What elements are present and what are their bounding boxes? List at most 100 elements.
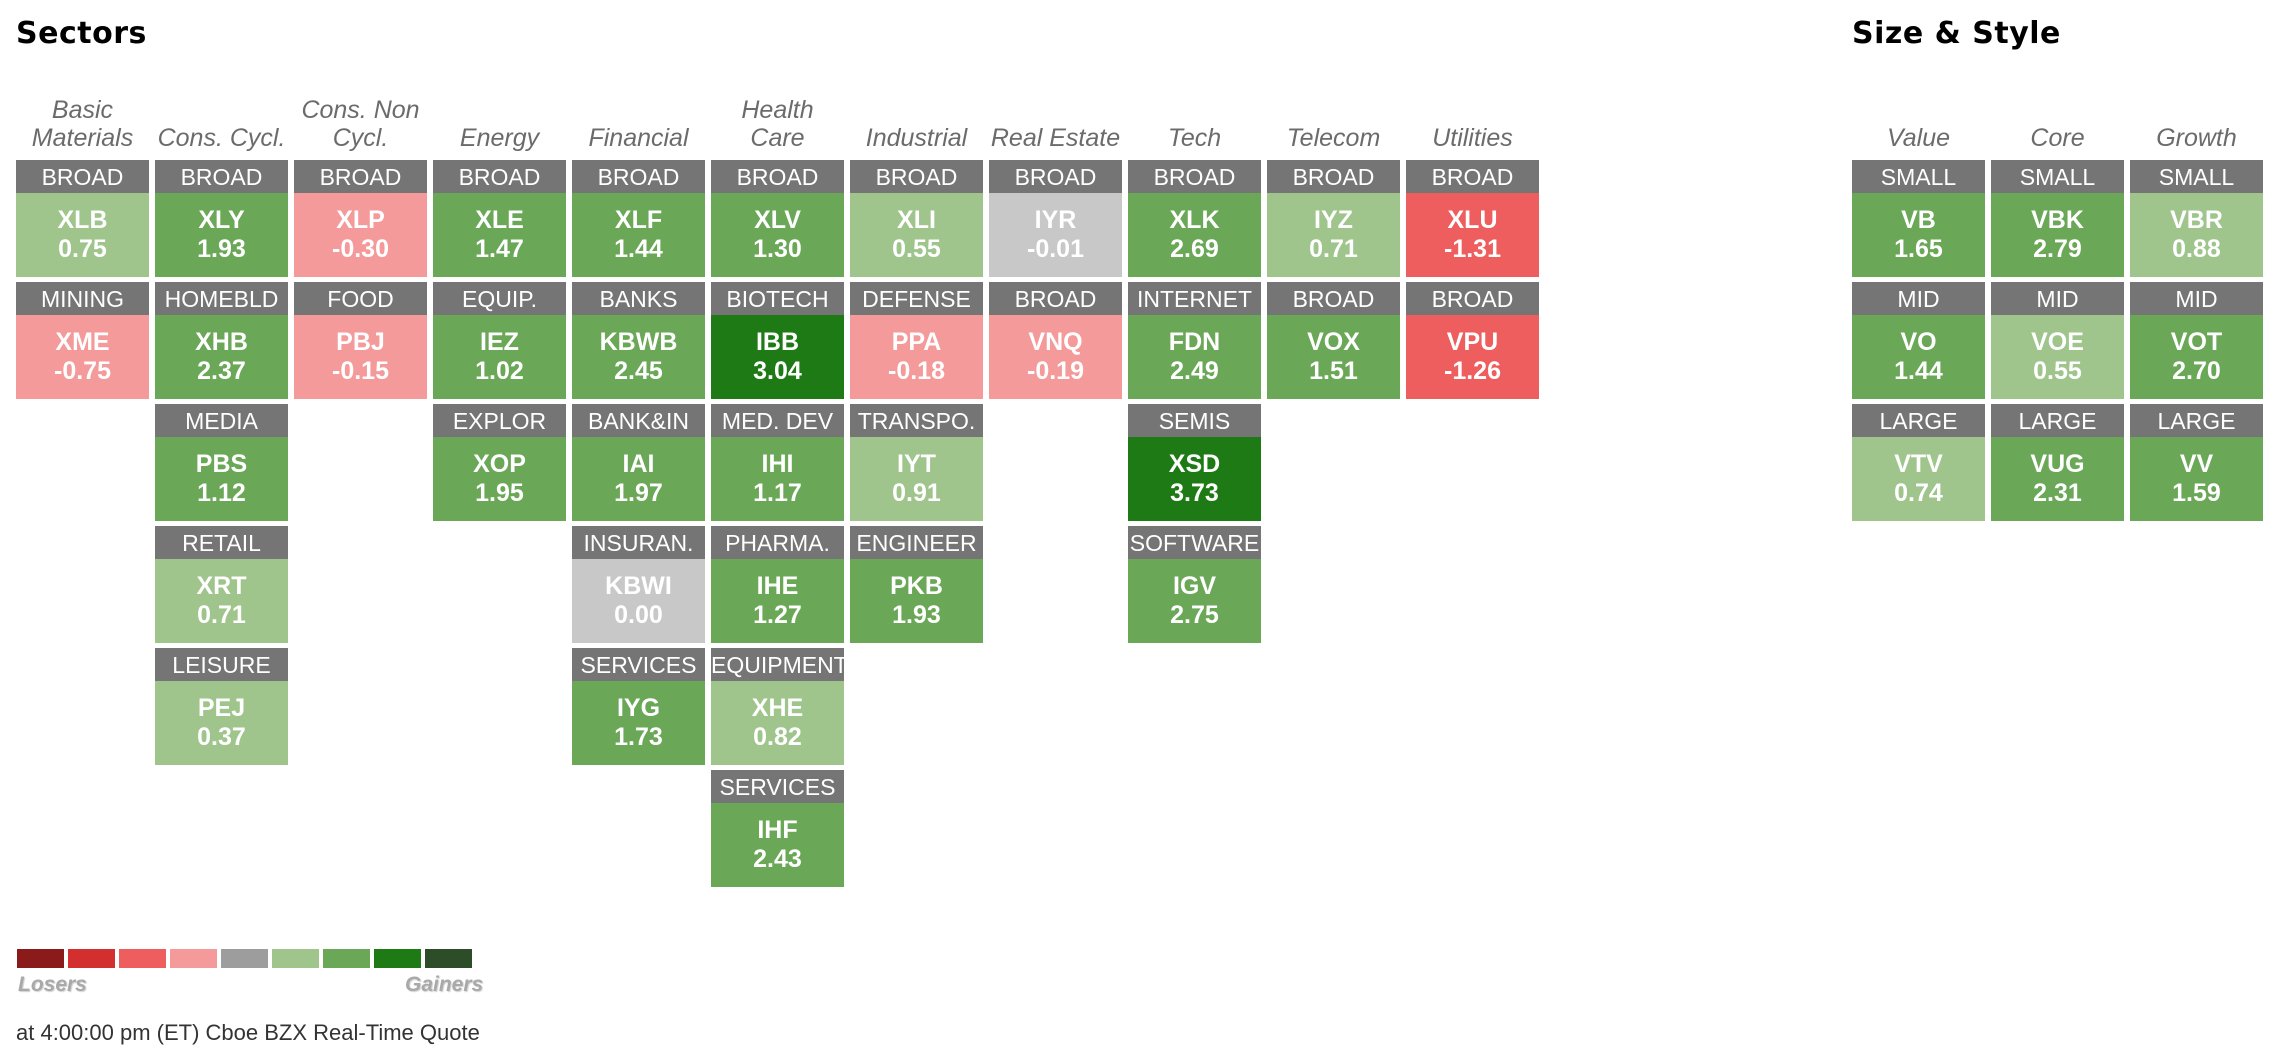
etf-tile-iai[interactable]: BANK&IN IAI 1.97 <box>572 404 705 523</box>
etf-tile-xle[interactable]: BROAD XLE 1.47 <box>433 160 566 279</box>
tile-quote[interactable]: XLP -0.30 <box>294 193 427 277</box>
tile-quote[interactable]: IYG 1.73 <box>572 681 705 765</box>
tile-quote[interactable]: XLI 0.55 <box>850 193 983 277</box>
tile-quote[interactable]: VBK 2.79 <box>1991 193 2124 277</box>
tile-quote[interactable]: IHI 1.17 <box>711 437 844 521</box>
etf-tile-vo[interactable]: MID VO 1.44 <box>1852 282 1985 401</box>
tile-quote[interactable]: XLF 1.44 <box>572 193 705 277</box>
tile-quote[interactable]: IYZ 0.71 <box>1267 193 1400 277</box>
etf-tile-xlv[interactable]: BROAD XLV 1.30 <box>711 160 844 279</box>
etf-tile-xme[interactable]: MINING XME -0.75 <box>16 282 149 401</box>
tile-quote[interactable]: PBJ -0.15 <box>294 315 427 399</box>
etf-tile-xly[interactable]: BROAD XLY 1.93 <box>155 160 288 279</box>
tile-quote[interactable]: VOE 0.55 <box>1991 315 2124 399</box>
tile-quote[interactable]: XHB 2.37 <box>155 315 288 399</box>
etf-tile-vot[interactable]: MID VOT 2.70 <box>2130 282 2263 401</box>
etf-tile-vb[interactable]: SMALL VB 1.65 <box>1852 160 1985 279</box>
tile-quote[interactable]: VUG 2.31 <box>1991 437 2124 521</box>
etf-tile-xlf[interactable]: BROAD XLF 1.44 <box>572 160 705 279</box>
tile-quote[interactable]: VPU -1.26 <box>1406 315 1539 399</box>
etf-tile-voe[interactable]: MID VOE 0.55 <box>1991 282 2124 401</box>
etf-tile-xop[interactable]: EXPLOR XOP 1.95 <box>433 404 566 523</box>
etf-tile-vnq[interactable]: BROAD VNQ -0.19 <box>989 282 1122 401</box>
tile-quote[interactable]: VV 1.59 <box>2130 437 2263 521</box>
tile-quote[interactable]: FDN 2.49 <box>1128 315 1261 399</box>
etf-tile-iyr[interactable]: BROAD IYR -0.01 <box>989 160 1122 279</box>
tile-quote[interactable]: VB 1.65 <box>1852 193 1985 277</box>
tile-quote[interactable]: VOT 2.70 <box>2130 315 2263 399</box>
etf-tile-kbwi[interactable]: INSURAN. KBWI 0.00 <box>572 526 705 645</box>
tile-quote[interactable]: VOX 1.51 <box>1267 315 1400 399</box>
etf-tile-xlk[interactable]: BROAD XLK 2.69 <box>1128 160 1261 279</box>
tile-quote[interactable]: XLY 1.93 <box>155 193 288 277</box>
tile-quote[interactable]: XSD 3.73 <box>1128 437 1261 521</box>
percent-change: 1.95 <box>475 479 524 507</box>
ticker-symbol: XLI <box>897 206 936 234</box>
tile-category-label: BROAD <box>16 160 149 193</box>
etf-tile-pkb[interactable]: ENGINEER PKB 1.93 <box>850 526 983 645</box>
tile-quote[interactable]: XLE 1.47 <box>433 193 566 277</box>
percent-change: 1.47 <box>475 235 524 263</box>
percent-change: 0.55 <box>2033 357 2082 385</box>
tile-quote[interactable]: PKB 1.93 <box>850 559 983 643</box>
tile-quote[interactable]: XLK 2.69 <box>1128 193 1261 277</box>
tile-quote[interactable]: IGV 2.75 <box>1128 559 1261 643</box>
etf-tile-pej[interactable]: LEISURE PEJ 0.37 <box>155 648 288 767</box>
tile-quote[interactable]: XLV 1.30 <box>711 193 844 277</box>
etf-tile-igv[interactable]: SOFTWARE IGV 2.75 <box>1128 526 1261 645</box>
tile-quote[interactable]: IYR -0.01 <box>989 193 1122 277</box>
tile-quote[interactable]: XHE 0.82 <box>711 681 844 765</box>
tile-quote[interactable]: VBR 0.88 <box>2130 193 2263 277</box>
tile-category-label: ENGINEER <box>850 526 983 559</box>
tile-quote[interactable]: IAI 1.97 <box>572 437 705 521</box>
etf-tile-iyz[interactable]: BROAD IYZ 0.71 <box>1267 160 1400 279</box>
etf-tile-ihe[interactable]: PHARMA. IHE 1.27 <box>711 526 844 645</box>
tile-quote[interactable]: KBWB 2.45 <box>572 315 705 399</box>
etf-tile-iez[interactable]: EQUIP. IEZ 1.02 <box>433 282 566 401</box>
etf-tile-kbwb[interactable]: BANKS KBWB 2.45 <box>572 282 705 401</box>
etf-tile-xlp[interactable]: BROAD XLP -0.30 <box>294 160 427 279</box>
etf-tile-vpu[interactable]: BROAD VPU -1.26 <box>1406 282 1539 401</box>
etf-tile-pbj[interactable]: FOOD PBJ -0.15 <box>294 282 427 401</box>
tile-quote[interactable]: VTV 0.74 <box>1852 437 1985 521</box>
tile-quote[interactable]: KBWI 0.00 <box>572 559 705 643</box>
etf-tile-ppa[interactable]: DEFENSE PPA -0.18 <box>850 282 983 401</box>
etf-tile-xsd[interactable]: SEMIS XSD 3.73 <box>1128 404 1261 523</box>
etf-tile-iyg[interactable]: SERVICES IYG 1.73 <box>572 648 705 767</box>
ticker-symbol: XHB <box>195 328 248 356</box>
etf-tile-iyt[interactable]: TRANSPO. IYT 0.91 <box>850 404 983 523</box>
etf-tile-xli[interactable]: BROAD XLI 0.55 <box>850 160 983 279</box>
tile-quote[interactable]: VO 1.44 <box>1852 315 1985 399</box>
tile-quote[interactable]: PEJ 0.37 <box>155 681 288 765</box>
tile-quote[interactable]: PBS 1.12 <box>155 437 288 521</box>
etf-tile-vug[interactable]: LARGE VUG 2.31 <box>1991 404 2124 523</box>
etf-tile-fdn[interactable]: INTERNET FDN 2.49 <box>1128 282 1261 401</box>
etf-tile-pbs[interactable]: MEDIA PBS 1.12 <box>155 404 288 523</box>
tile-quote[interactable]: XOP 1.95 <box>433 437 566 521</box>
etf-tile-xrt[interactable]: RETAIL XRT 0.71 <box>155 526 288 645</box>
tile-quote[interactable]: IHE 1.27 <box>711 559 844 643</box>
tile-quote[interactable]: XLB 0.75 <box>16 193 149 277</box>
tile-quote[interactable]: XRT 0.71 <box>155 559 288 643</box>
tile-quote[interactable]: PPA -0.18 <box>850 315 983 399</box>
etf-tile-ihi[interactable]: MED. DEV IHI 1.17 <box>711 404 844 523</box>
tile-quote[interactable]: IBB 3.04 <box>711 315 844 399</box>
tile-quote[interactable]: IHF 2.43 <box>711 803 844 887</box>
tile-quote[interactable]: XME -0.75 <box>16 315 149 399</box>
tile-quote[interactable]: IEZ 1.02 <box>433 315 566 399</box>
percent-change: 1.93 <box>892 601 941 629</box>
etf-tile-xhb[interactable]: HOMEBLD XHB 2.37 <box>155 282 288 401</box>
tile-quote[interactable]: VNQ -0.19 <box>989 315 1122 399</box>
tile-quote[interactable]: XLU -1.31 <box>1406 193 1539 277</box>
etf-tile-xlu[interactable]: BROAD XLU -1.31 <box>1406 160 1539 279</box>
etf-tile-vv[interactable]: LARGE VV 1.59 <box>2130 404 2263 523</box>
tile-quote[interactable]: IYT 0.91 <box>850 437 983 521</box>
etf-tile-vox[interactable]: BROAD VOX 1.51 <box>1267 282 1400 401</box>
etf-tile-ihf[interactable]: SERVICES IHF 2.43 <box>711 770 844 889</box>
etf-tile-vbk[interactable]: SMALL VBK 2.79 <box>1991 160 2124 279</box>
etf-tile-vtv[interactable]: LARGE VTV 0.74 <box>1852 404 1985 523</box>
etf-tile-ibb[interactable]: BIOTECH IBB 3.04 <box>711 282 844 401</box>
etf-tile-xhe[interactable]: EQUIPMENT XHE 0.82 <box>711 648 844 767</box>
etf-tile-xlb[interactable]: BROAD XLB 0.75 <box>16 160 149 279</box>
etf-tile-vbr[interactable]: SMALL VBR 0.88 <box>2130 160 2263 279</box>
